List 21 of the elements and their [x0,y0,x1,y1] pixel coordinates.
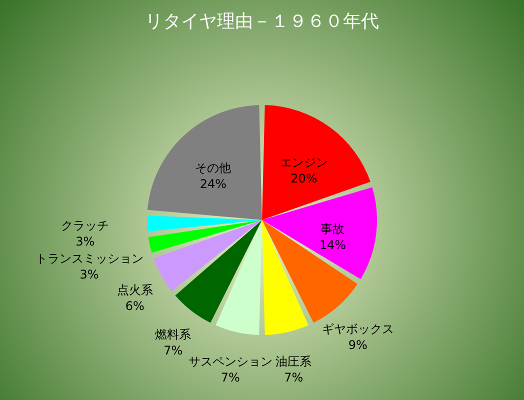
data-label: 7% [164,344,183,358]
slice-label: 事故 [320,222,345,236]
data-label: 3% [80,268,99,282]
slice-label: 油圧系 [276,354,312,369]
data-label: 20% [290,171,318,186]
data-label: 9% [348,338,368,352]
data-label: 3% [76,234,95,249]
data-label: 14% [319,238,346,252]
data-label: 6% [125,298,144,313]
slice-label: トランスミッション [35,252,144,266]
slice-label: 燃料系 [155,328,192,342]
slice-label: クラッチ [61,218,110,233]
data-label: 7% [284,370,304,385]
slice-label: その他 [195,161,232,176]
chart-title: リタイヤ理由－１９６０年代 [145,11,379,32]
data-label: 24% [200,177,227,192]
slice-label: ギヤボックス [322,322,394,336]
slice-label: サスペンション [188,354,272,369]
slice-label: 点火系 [116,282,153,297]
data-label: 7% [220,370,240,385]
slice-label: エンジン [280,155,328,170]
